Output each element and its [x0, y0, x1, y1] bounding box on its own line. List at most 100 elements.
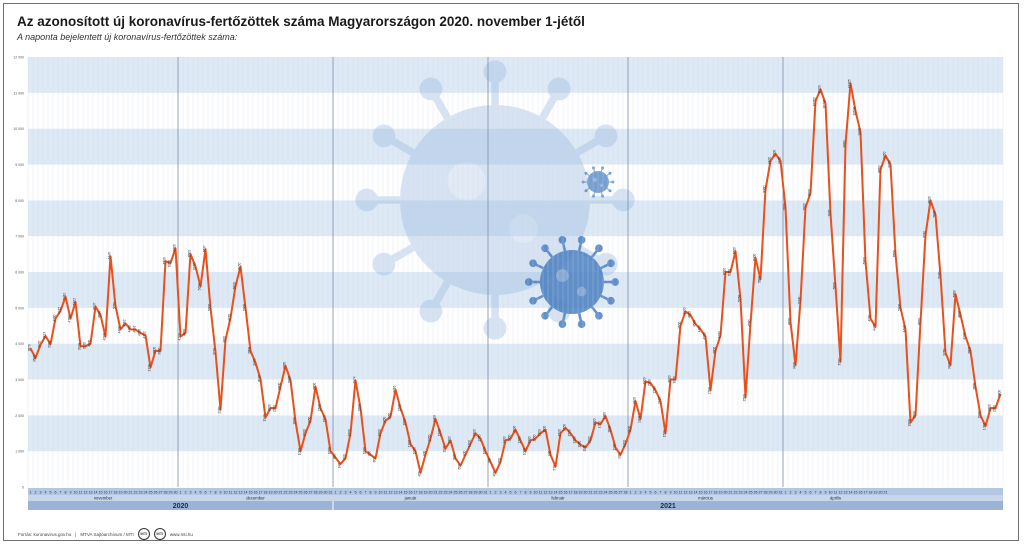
x-tick-label: 31	[329, 491, 333, 495]
x-tick-label: 14	[554, 491, 558, 495]
data-label: 5310	[63, 293, 67, 300]
site-text: www.mti.hu	[169, 531, 193, 537]
x-tick-label: 10	[224, 491, 228, 495]
data-label: 2400	[658, 397, 662, 404]
data-label: 640	[338, 463, 342, 469]
month-label: január	[404, 496, 417, 501]
virus-spot	[509, 214, 538, 243]
x-tick-label: 14	[244, 491, 248, 495]
virus-spike-tip	[608, 189, 612, 193]
x-tick-label: 8	[820, 491, 822, 495]
virus-spike-tip	[577, 320, 586, 328]
data-label: 2716	[393, 385, 397, 392]
x-tick-label: 16	[104, 491, 108, 495]
x-tick-label: 31	[484, 491, 488, 495]
data-label: 9100	[778, 157, 782, 164]
virus-spike-tip	[595, 244, 603, 253]
data-label: 3800	[968, 347, 972, 354]
data-label: 1500	[438, 429, 442, 436]
data-label: 4700	[53, 314, 57, 321]
data-label: 6637	[203, 245, 207, 252]
x-tick-label: 3	[500, 491, 502, 495]
y-tick-label: 2 000	[15, 414, 24, 418]
data-label: 1900	[433, 415, 437, 422]
data-label: 4400	[903, 325, 907, 332]
x-tick-label: 10	[829, 491, 833, 495]
month-label: április	[830, 496, 841, 501]
data-label: 800	[343, 454, 347, 460]
x-tick-label: 8	[215, 491, 217, 495]
x-tick-label: 28	[764, 491, 768, 495]
x-tick-label: 2	[340, 491, 342, 495]
x-tick-label: 12	[389, 491, 393, 495]
x-tick-label: 22	[439, 491, 443, 495]
x-tick-label: 18	[114, 491, 118, 495]
x-tick-label: 11	[384, 491, 388, 495]
x-tick-label: 19	[874, 491, 878, 495]
grid-band	[28, 128, 1003, 165]
virus-spike-tip	[372, 252, 396, 276]
y-tick-label: 4 000	[15, 342, 24, 346]
x-tick-label: 2	[635, 491, 637, 495]
x-tick-label: 23	[289, 491, 293, 495]
x-tick-label: 26	[614, 491, 618, 495]
day-axis-band	[28, 488, 1003, 495]
x-tick-label: 1	[630, 491, 632, 495]
data-label: 900	[548, 451, 552, 457]
grid-band	[28, 92, 1003, 129]
data-label: 1000	[483, 447, 487, 454]
x-tick-label: 3	[795, 491, 797, 495]
x-tick-label: 26	[754, 491, 758, 495]
data-label: 4800	[98, 311, 102, 318]
data-label: 2200	[268, 404, 272, 411]
data-label: 1500	[473, 429, 477, 436]
data-label: 4700	[868, 314, 872, 321]
month-label: december	[246, 496, 265, 501]
x-tick-label: 12	[234, 491, 238, 495]
data-label: 400	[493, 471, 497, 477]
x-tick-label: 6	[515, 491, 517, 495]
x-tick-label: 21	[434, 491, 438, 495]
data-label: 2200	[398, 404, 402, 411]
data-label: 4300	[138, 329, 142, 336]
month-axis-band	[28, 495, 1003, 501]
series-line	[29, 82, 1002, 474]
x-tick-label: 10	[534, 491, 538, 495]
x-tick-label: 25	[749, 491, 753, 495]
x-tick-label: 17	[864, 491, 868, 495]
y-tick-label: 11 000	[14, 91, 24, 95]
data-label: 3770	[213, 348, 217, 355]
x-tick-label: 27	[309, 491, 313, 495]
data-label: 1200	[408, 440, 412, 447]
y-tick-label: 9 000	[15, 163, 24, 167]
data-label: 3800	[713, 347, 717, 354]
x-tick-label: 13	[689, 491, 693, 495]
x-tick-label: 6	[55, 491, 57, 495]
x-tick-label: 12	[544, 491, 548, 495]
data-label: 7800	[803, 203, 807, 210]
x-tick-label: 3	[640, 491, 642, 495]
x-tick-label: 14	[94, 491, 98, 495]
x-tick-label: 10	[674, 491, 678, 495]
x-tick-label: 21	[884, 491, 888, 495]
x-tick-label: 8	[65, 491, 67, 495]
data-label: 2000	[913, 411, 917, 418]
x-tick-label: 7	[365, 491, 367, 495]
x-tick-label: 11	[834, 491, 838, 495]
x-tick-label: 5	[355, 491, 357, 495]
data-label: 4200	[103, 333, 107, 340]
x-tick-label: 6	[205, 491, 207, 495]
x-tick-label: 18	[264, 491, 268, 495]
data-label: 5900	[938, 271, 942, 278]
virus-spike-tip	[601, 166, 605, 170]
x-tick-label: 29	[769, 491, 773, 495]
x-tick-label: 15	[559, 491, 563, 495]
data-label: 9300	[773, 150, 777, 157]
x-tick-label: 7	[660, 491, 662, 495]
x-tick-label: 18	[419, 491, 423, 495]
y-tick-label: 0	[22, 486, 24, 490]
data-label: 1300	[588, 436, 592, 443]
x-tick-label: 17	[414, 491, 418, 495]
x-tick-label: 15	[404, 491, 408, 495]
x-tick-label: 12	[684, 491, 688, 495]
